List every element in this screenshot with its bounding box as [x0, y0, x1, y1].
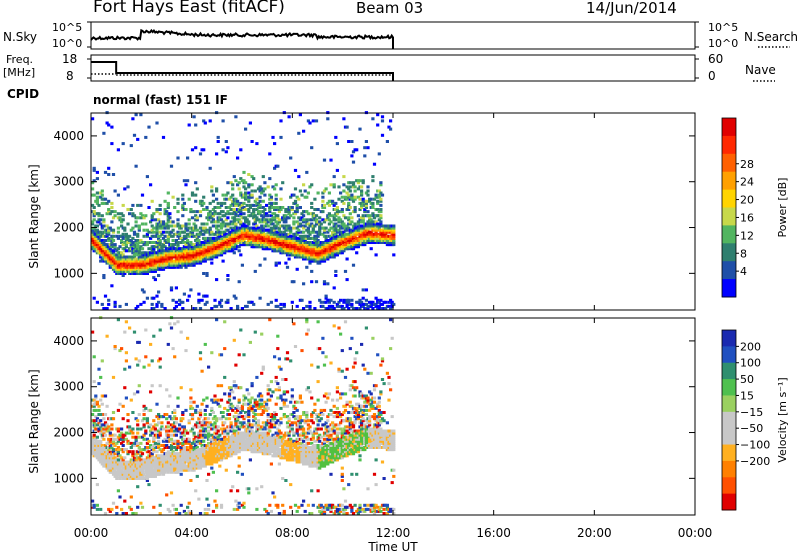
velocity-colorbar-segment	[722, 411, 736, 429]
cpid-label: CPID	[7, 87, 40, 101]
velocity-colorbar-tick-label: 50	[740, 373, 754, 386]
velocity-colorbar-tick-label: 15	[740, 389, 754, 402]
xtick-label: 20:00	[577, 526, 612, 540]
nave-tick-bottom: 0	[708, 69, 716, 83]
power-colorbar-tick-label: 4	[740, 265, 747, 278]
power-colorbar-segment	[722, 225, 736, 244]
velocity-colorbar-segment	[722, 362, 736, 380]
velocity-colorbar-tick-label: 200	[740, 340, 761, 353]
power-ytick-label: 4000	[53, 129, 84, 143]
power-colorbar-tick-label: 16	[740, 211, 754, 224]
nsearch-tick-bottom: 10^0	[708, 37, 739, 50]
nsky-line	[90, 28, 394, 41]
velocity-ylabel: Slant Range [km]	[27, 369, 41, 473]
nsky-tick-top: 10^5	[52, 21, 83, 34]
velocity-ytick-label: 4000	[53, 334, 84, 348]
velocity-colorbar-tick-label: −200	[740, 455, 770, 468]
freq-tick-top: 18	[62, 52, 78, 66]
nsearch-tick-top: 10^5	[708, 21, 739, 34]
power-colorbar-segment	[722, 207, 736, 226]
radar-title: Fort Hays East (fitACF)	[93, 0, 285, 17]
power-colorbar-segment	[722, 153, 736, 173]
nsky-tick-bottom: 10^0	[52, 37, 83, 50]
velocity-colorbar-segment	[722, 444, 736, 462]
power-colorbar-segment	[722, 189, 736, 208]
power-ylabel: Slant Range [km]	[27, 164, 41, 268]
power-panel-frame	[90, 112, 696, 311]
velocity-colorbar-tick-label: −50	[740, 422, 763, 435]
power-colorbar-frame	[721, 117, 737, 298]
cpid-value: normal (fast) 151 IF	[93, 93, 228, 107]
power-colorbar-segment	[722, 171, 736, 191]
velocity-colorbar-segment	[722, 330, 736, 347]
velocity-ytick-label: 1000	[53, 471, 84, 485]
power-colorbar-tick-label: 8	[740, 247, 747, 260]
freq-label: Freq.	[6, 53, 34, 66]
power-colorbar-label: Power [dB]	[776, 178, 789, 238]
velocity-ytick-label: 2000	[53, 426, 84, 440]
power-colorbar-segment	[722, 118, 736, 137]
power-colorbar-segment	[722, 261, 736, 280]
beam-label: Beam 03	[356, 0, 424, 17]
power-colorbar-segment	[722, 135, 736, 155]
nsky-label: N.Sky	[3, 30, 38, 44]
power-colorbar-tick-label: 12	[740, 229, 754, 242]
velocity-colorbar-tick-label: 100	[740, 357, 761, 370]
velocity-colorbar-segment	[722, 477, 736, 495]
xaxis-label: Time UT	[367, 540, 418, 554]
velocity-colorbar-segment	[722, 379, 736, 396]
xtick-label: 08:00	[275, 526, 310, 540]
power-ytick-label: 2000	[53, 221, 84, 235]
power-colorbar-tick-label: 28	[740, 158, 754, 171]
velocity-colorbar-segment	[722, 428, 736, 446]
velocity-colorbar-tick-label: −15	[740, 406, 763, 419]
power-ytick-label: 3000	[53, 175, 84, 189]
velocity-colorbar-frame	[721, 329, 737, 511]
xtick-label: 16:00	[476, 526, 511, 540]
velocity-colorbar-segment	[722, 493, 736, 511]
nsearch-label: N.Search	[744, 30, 799, 44]
freq-line	[91, 61, 394, 81]
velocity-colorbar-segment	[722, 395, 736, 413]
power-colorbar-tick-label: 24	[740, 176, 754, 189]
velocity-heatmap-cells	[91, 316, 396, 515]
velocity-colorbar-label: Velocity [m s⁻¹]	[776, 377, 789, 462]
power-colorbar-tick-label: 20	[740, 194, 754, 207]
freq-unit: [MHz]	[3, 66, 36, 79]
xtick-label: 00:00	[74, 526, 109, 540]
velocity-colorbar-segment	[722, 460, 736, 478]
date-label: 14/Jun/2014	[586, 0, 677, 17]
nave-label: Nave	[745, 63, 776, 77]
xtick-label: 12:00	[376, 526, 411, 540]
velocity-colorbar-tick-label: −100	[740, 439, 770, 452]
nave-tick-top: 60	[708, 52, 724, 66]
velocity-ytick-label: 3000	[53, 380, 84, 394]
xtick-label: 04:00	[174, 526, 209, 540]
power-colorbar-segment	[722, 243, 736, 262]
power-colorbar-segment	[722, 279, 736, 298]
power-ytick-label: 1000	[53, 266, 84, 280]
freq-tick-bottom: 8	[66, 69, 74, 83]
velocity-colorbar-segment	[722, 346, 736, 364]
xtick-label: 00:00	[678, 526, 713, 540]
power-heatmap-cells	[91, 111, 396, 310]
